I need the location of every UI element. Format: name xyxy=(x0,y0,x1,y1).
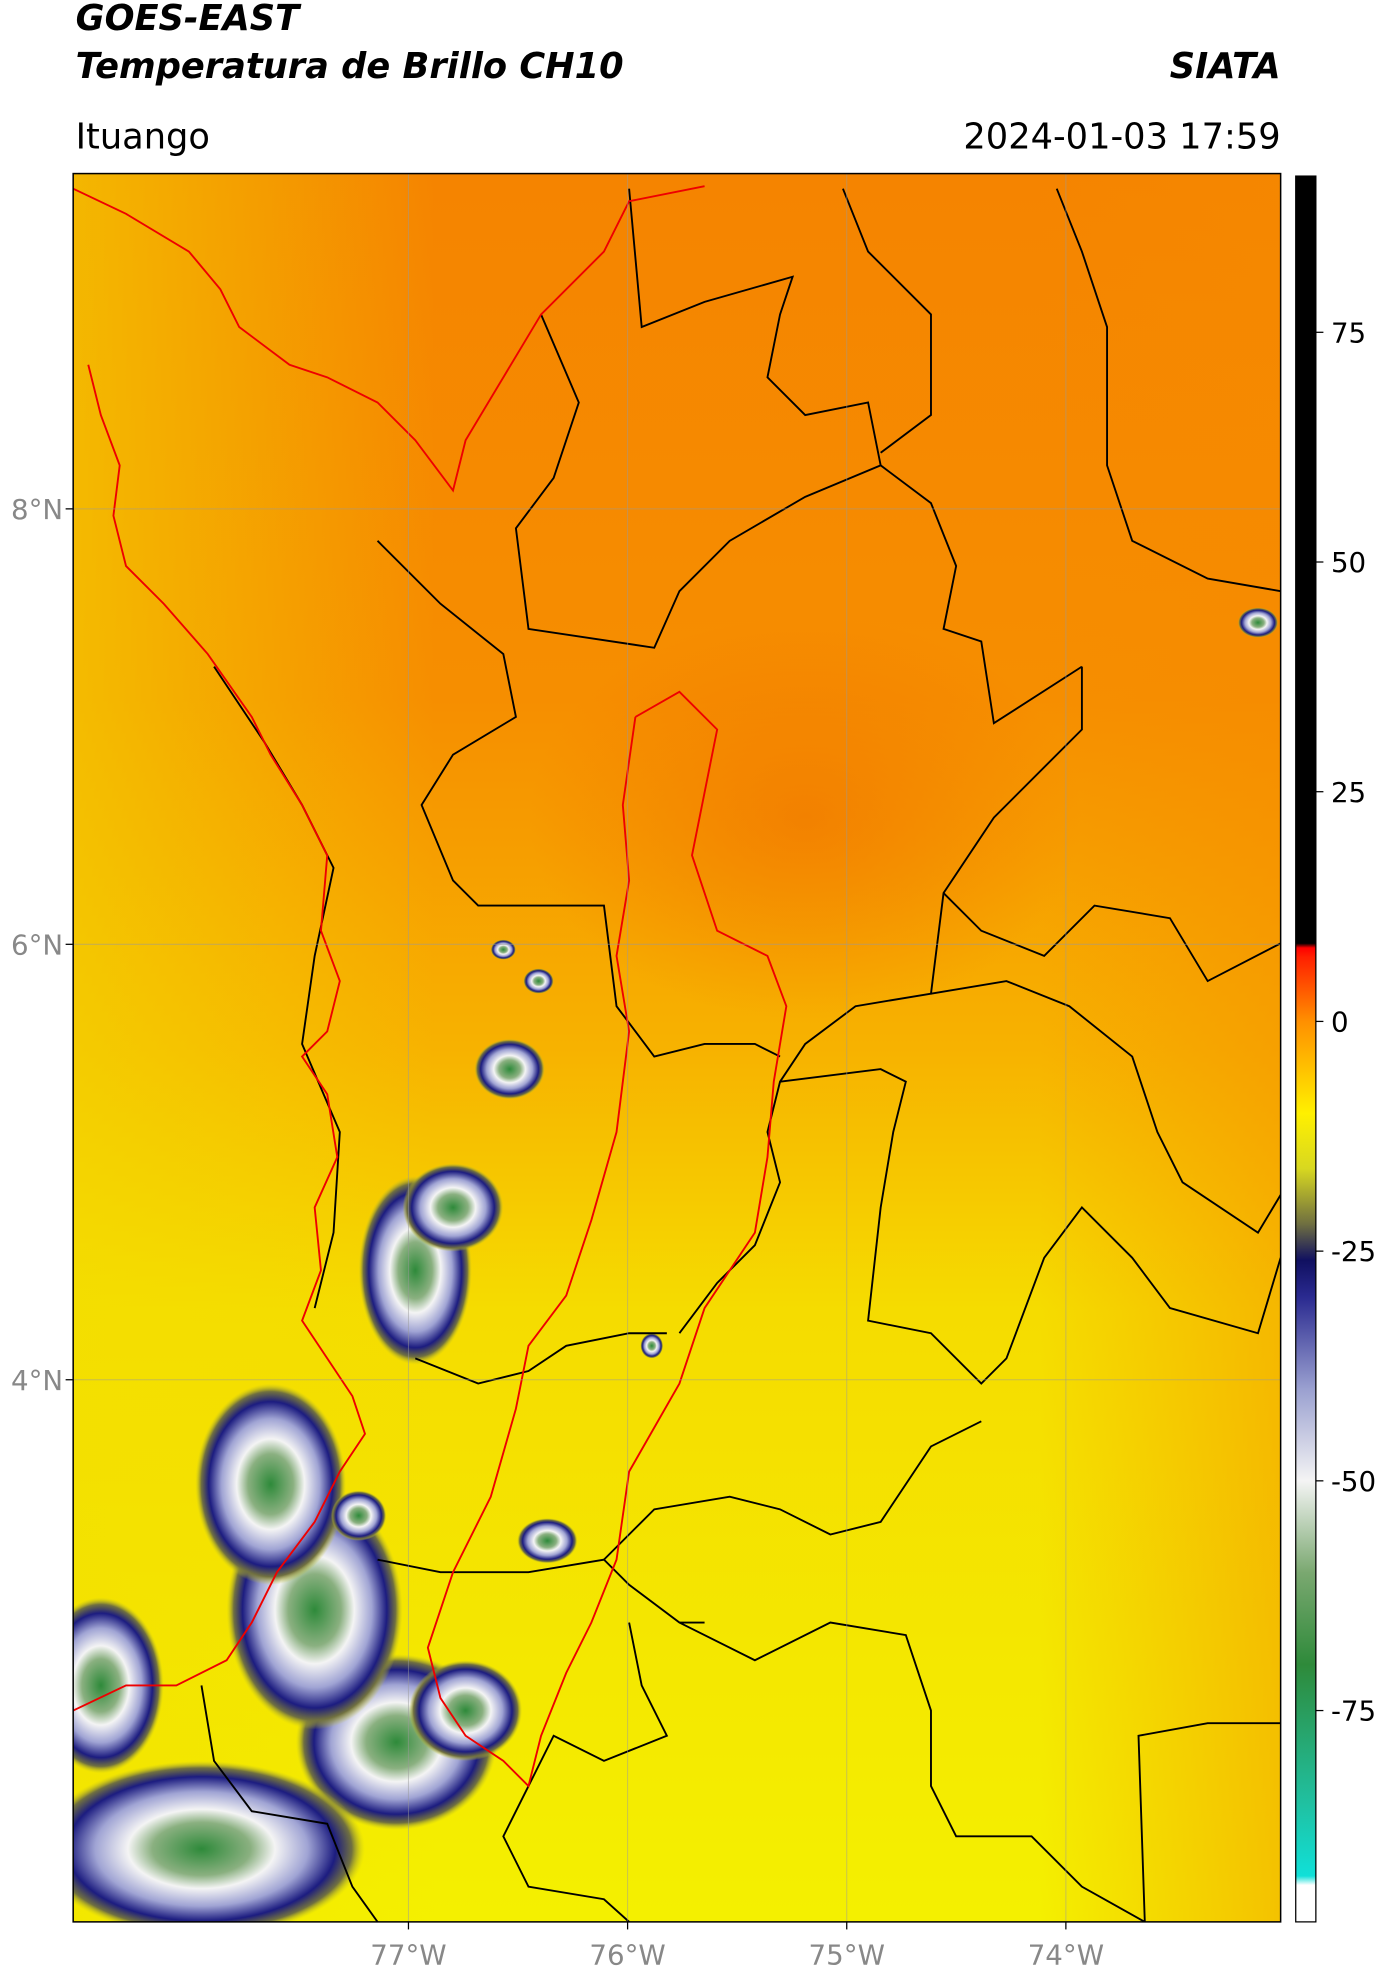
cloud xyxy=(402,1163,504,1252)
timestamp: 2024-01-03 17:59 xyxy=(963,116,1280,157)
coastline xyxy=(73,364,367,1712)
border xyxy=(942,892,1281,983)
border xyxy=(842,188,932,454)
border xyxy=(603,1420,982,1561)
cloud xyxy=(1237,607,1279,638)
x-tick-label: 76°W xyxy=(589,1939,665,1972)
satellite-field xyxy=(73,173,1281,1922)
x-tick-label: 77°W xyxy=(370,1939,446,1972)
border xyxy=(930,980,1281,1234)
border xyxy=(679,1621,1146,1922)
subtitle: Temperatura de Brillo CH10 xyxy=(76,46,624,87)
cloud xyxy=(517,1518,578,1564)
region-outline xyxy=(426,690,788,1788)
warm-area xyxy=(528,616,1082,1019)
border xyxy=(514,314,1083,725)
y-tick-label: 6°N xyxy=(11,928,63,961)
border xyxy=(779,1068,1281,1385)
coastline xyxy=(73,185,705,493)
cloud xyxy=(474,1038,545,1100)
border xyxy=(678,666,1083,1334)
red-outlines xyxy=(73,185,788,1788)
cloud xyxy=(409,1660,523,1761)
colorbar-tick-label: -75 xyxy=(1331,1695,1376,1728)
colorbar-tick-label: -50 xyxy=(1331,1465,1376,1498)
border xyxy=(1055,188,1281,593)
title: GOES-EAST xyxy=(76,0,302,39)
source: SIATA xyxy=(1170,46,1281,87)
colorbar xyxy=(1295,175,1317,1923)
colorbar-tick-label: 25 xyxy=(1331,776,1366,809)
colorbar-tick-label: 50 xyxy=(1331,546,1366,579)
border xyxy=(376,540,781,1058)
border xyxy=(200,1685,379,1922)
colorbar-tick-label: -25 xyxy=(1331,1235,1376,1268)
borders xyxy=(200,188,1281,1922)
cloud xyxy=(195,1383,347,1585)
cloud xyxy=(640,1333,664,1359)
graticule xyxy=(73,173,1281,1922)
cloud xyxy=(331,1490,387,1541)
border xyxy=(502,1785,630,1922)
border xyxy=(1137,1722,1281,1922)
cloud xyxy=(523,968,554,994)
location: Ituango xyxy=(76,116,210,157)
cloud xyxy=(73,1760,365,1922)
cloud xyxy=(73,1597,164,1774)
x-tick-label: 74°W xyxy=(1028,1939,1104,1972)
x-tick-label: 75°W xyxy=(809,1939,885,1972)
map-frame xyxy=(72,172,1282,1923)
colorbar-tick-label: 75 xyxy=(1331,316,1366,349)
y-tick-label: 4°N xyxy=(11,1364,63,1397)
y-tick-label: 8°N xyxy=(11,493,63,526)
colorbar-tick-label: 0 xyxy=(1331,1005,1349,1038)
clouds xyxy=(73,607,1279,1922)
cloud xyxy=(490,939,516,960)
border xyxy=(527,1622,669,1787)
